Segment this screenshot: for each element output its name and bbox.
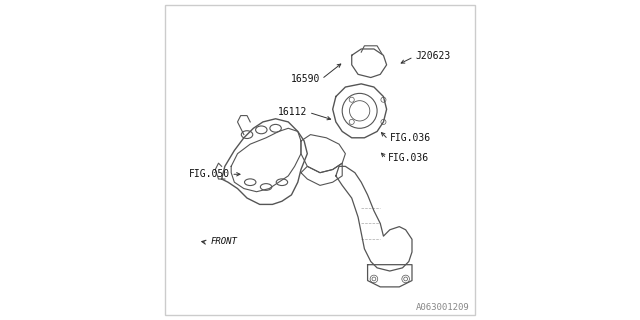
Text: 16590: 16590: [291, 74, 320, 84]
Text: J20623: J20623: [415, 51, 451, 61]
Text: FIG.036: FIG.036: [388, 153, 429, 163]
Text: FIG.050: FIG.050: [188, 169, 230, 179]
Circle shape: [404, 277, 408, 281]
Text: FRONT: FRONT: [211, 237, 237, 246]
Text: FIG.036: FIG.036: [390, 133, 431, 143]
Circle shape: [372, 277, 376, 281]
Text: A063001209: A063001209: [415, 303, 469, 312]
Text: 16112: 16112: [278, 108, 307, 117]
